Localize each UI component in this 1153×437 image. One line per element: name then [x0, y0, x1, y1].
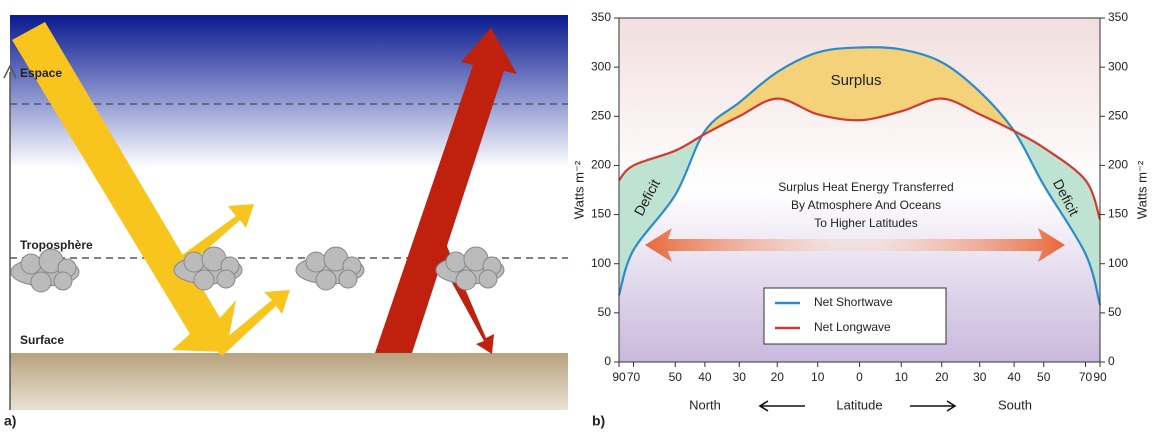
- annotation: Surplus: [831, 72, 882, 89]
- x-tick-label: 70: [1079, 370, 1093, 384]
- legend-box: [763, 287, 947, 345]
- y-tick-label: 250: [591, 108, 611, 122]
- y-tick-label-right: 0: [1108, 354, 1115, 368]
- x-tick-label: 30: [973, 370, 987, 384]
- x-axis-label: Latitude: [836, 397, 882, 412]
- legend-label: Net Shortwave: [814, 295, 893, 309]
- y-tick-label-right: 50: [1108, 305, 1122, 319]
- y-tick-label-right: 150: [1108, 207, 1128, 221]
- y-tick-label: 150: [591, 207, 611, 221]
- x-tick-label: 90: [1093, 370, 1107, 384]
- diagram-a: Espace Troposphère Surface a): [3, 15, 568, 429]
- x-tick-label: 20: [935, 370, 949, 384]
- transfer-arrow: [645, 228, 1065, 262]
- x-tick-label: 40: [698, 370, 712, 384]
- x-tick-label: 30: [733, 370, 747, 384]
- direction-arrow-right: [910, 400, 957, 412]
- outgoing-longwave: [375, 28, 517, 353]
- y-tick-label-right: 350: [1108, 10, 1128, 24]
- reflected-surface: [214, 290, 290, 356]
- ground: [10, 353, 568, 410]
- x-tick-label: 0: [856, 370, 863, 384]
- y-axis-label: Watts m⁻²: [571, 160, 586, 219]
- direction-arrow-left: [758, 400, 805, 412]
- annotation: By Atmosphere And Oceans: [791, 198, 941, 212]
- x-tick-label: 50: [669, 370, 683, 384]
- label-surface: Surface: [20, 333, 64, 347]
- y-tick-label-right: 100: [1108, 256, 1128, 270]
- series-line: [618, 97, 1102, 220]
- y-tick-label: 200: [591, 158, 611, 172]
- axis-arrow: [3, 64, 17, 79]
- x-tick-label: 90: [612, 370, 626, 384]
- label-troposphere: Troposphère: [20, 238, 93, 252]
- y-tick-label: 350: [591, 10, 611, 24]
- y-tick-label: 0: [604, 354, 611, 368]
- x-direction-north: North: [689, 397, 721, 412]
- legend-label: Net Longwave: [814, 320, 891, 334]
- annotation: Surplus Heat Energy Transferred: [778, 180, 953, 194]
- surplus-area: [619, 47, 1100, 305]
- panel-label: a): [4, 413, 16, 429]
- label-space: Espace: [20, 66, 62, 80]
- x-tick-label: 70: [627, 370, 641, 384]
- x-tick-label: 20: [771, 370, 785, 384]
- y-tick-label: 300: [591, 59, 611, 73]
- series-line: [617, 46, 1102, 306]
- annotation: To Higher Latitudes: [814, 216, 917, 230]
- y-tick-label-right: 200: [1108, 158, 1128, 172]
- x-tick-label: 10: [811, 370, 825, 384]
- x-tick-label: 50: [1037, 370, 1051, 384]
- y-tick-label-right: 250: [1108, 108, 1128, 122]
- x-tick-label: 10: [895, 370, 909, 384]
- y-tick-label-right: 300: [1108, 59, 1128, 73]
- y-tick-label: 100: [591, 256, 611, 270]
- panel-label: b): [592, 413, 605, 429]
- y-axis-label-right: Watts m⁻²: [1134, 160, 1149, 219]
- y-tick-label: 50: [598, 305, 612, 319]
- x-direction-south: South: [998, 397, 1032, 412]
- x-tick-label: 40: [1007, 370, 1021, 384]
